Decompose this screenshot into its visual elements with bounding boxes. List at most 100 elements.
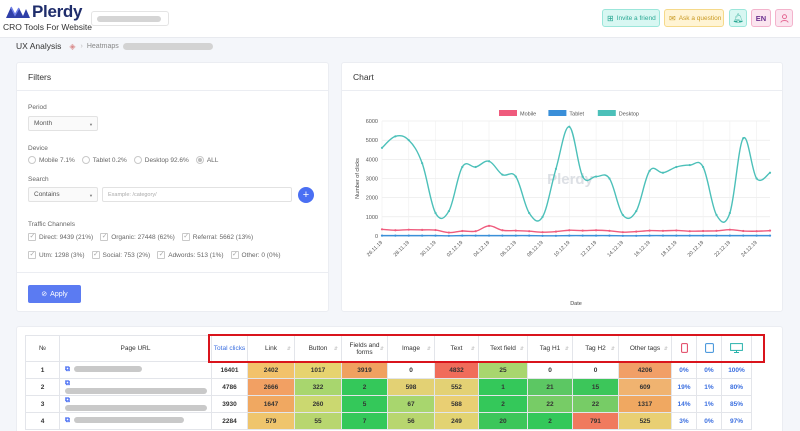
data-point-mobile[interactable] [501, 229, 504, 232]
data-point-tablet[interactable] [728, 234, 731, 237]
data-point-desktop[interactable] [394, 135, 397, 138]
invite-friend-button[interactable]: ⊞ Invite a friend [602, 9, 660, 27]
page-url-blurred[interactable] [74, 417, 184, 424]
checkbox-adwords[interactable] [157, 250, 166, 259]
search-input[interactable]: Example: /category/ [102, 187, 292, 202]
radio-mobile[interactable] [28, 156, 36, 164]
col-fields-header[interactable]: Fields and forms ⇵ [341, 335, 388, 362]
col-total-clicks-header[interactable]: Total clicks ↓ [211, 335, 248, 362]
data-point-tablet[interactable] [715, 234, 718, 237]
legend-label-mobile[interactable]: Mobile [520, 112, 536, 118]
data-point-mobile[interactable] [755, 230, 758, 233]
checkbox-utm[interactable] [28, 250, 36, 259]
data-point-desktop[interactable] [447, 209, 450, 213]
table-row[interactable]: 3 ⧉ 3930 1647 260 5 67 588 2 22 22 1317 14% 1% 85% [25, 395, 752, 413]
data-point-tablet[interactable] [702, 234, 705, 237]
col-button-header[interactable]: Button ⇵ [294, 335, 342, 362]
data-point-tablet[interactable] [768, 234, 772, 237]
data-point-tablet[interactable] [621, 234, 624, 237]
sort-icon[interactable]: ⇵ [426, 346, 431, 352]
col-tag-h1-header[interactable]: Tag H1 ⇵ [527, 335, 573, 362]
search-mode-select[interactable]: Contains ▼ [28, 187, 98, 202]
device-option-mobile[interactable]: Mobile 7.1% [28, 156, 75, 164]
device-option-tablet[interactable]: Tablet 0.2% [81, 156, 127, 164]
col-text-header[interactable]: Text ⇵ [434, 335, 479, 362]
data-point-mobile[interactable] [407, 228, 410, 231]
data-point-desktop[interactable] [608, 177, 611, 180]
data-point-mobile[interactable] [728, 228, 731, 231]
checkbox-social[interactable] [91, 250, 100, 259]
data-point-mobile[interactable] [528, 230, 531, 233]
sort-icon[interactable]: ⇵ [286, 346, 291, 352]
data-point-desktop[interactable] [621, 213, 624, 217]
device-option-desktop[interactable]: Desktop 92.6% [133, 156, 189, 164]
external-link-icon[interactable]: ⧉ [65, 379, 70, 387]
sort-icon[interactable]: ⇵ [564, 346, 569, 352]
data-point-mobile[interactable] [675, 229, 678, 232]
ask-question-button[interactable]: ✉ Ask a question [664, 9, 724, 27]
add-search-button[interactable]: + [298, 187, 314, 203]
external-link-icon[interactable]: ⧉ [65, 366, 70, 373]
channel-referral[interactable]: Referral: 5662 (13%) [181, 232, 253, 241]
device-option-all[interactable]: ALL [195, 156, 218, 164]
channel-adwords[interactable]: Adwords: 513 (1%) [157, 250, 224, 259]
data-point-desktop[interactable] [461, 165, 464, 169]
data-point-tablet[interactable] [487, 234, 491, 237]
data-point-mobile[interactable] [688, 230, 691, 233]
data-point-tablet[interactable] [394, 234, 397, 237]
table-row[interactable]: 2 ⧉ 4786 2666 322 2 598 552 1 21 15 609 19% 1% 80% [25, 378, 752, 396]
data-point-desktop[interactable] [541, 215, 544, 218]
checkbox-referral[interactable] [181, 232, 190, 241]
data-point-mobile[interactable] [554, 230, 558, 233]
sort-icon[interactable]: ⇵ [519, 346, 524, 352]
legend-label-tablet[interactable]: Tablet [569, 112, 584, 118]
data-point-tablet[interactable] [447, 234, 450, 237]
data-point-mobile[interactable] [434, 228, 437, 232]
sort-icon[interactable]: ⇵ [663, 346, 668, 352]
data-point-tablet[interactable] [407, 234, 410, 237]
data-point-tablet[interactable] [568, 234, 571, 237]
data-point-desktop[interactable] [514, 175, 517, 178]
data-point-tablet[interactable] [675, 234, 678, 237]
data-point-desktop[interactable] [581, 175, 584, 178]
data-point-tablet[interactable] [380, 234, 384, 237]
data-point-mobile[interactable] [487, 224, 491, 227]
data-point-tablet[interactable] [434, 234, 437, 237]
language-button[interactable]: EN [751, 9, 771, 27]
data-point-tablet[interactable] [554, 234, 558, 237]
data-point-tablet[interactable] [688, 234, 691, 237]
data-point-mobile[interactable] [742, 229, 745, 233]
col-image-header[interactable]: Image ⇵ [387, 335, 435, 362]
data-point-desktop[interactable] [702, 165, 705, 169]
sort-icon[interactable]: ⇵ [379, 346, 384, 352]
apply-button[interactable]: ⊘ Apply [28, 285, 81, 303]
data-point-desktop[interactable] [675, 165, 678, 169]
data-point-mobile[interactable] [768, 229, 772, 232]
data-point-desktop[interactable] [661, 171, 665, 174]
data-point-tablet[interactable] [514, 234, 517, 237]
data-point-tablet[interactable] [461, 234, 464, 237]
data-point-desktop[interactable] [688, 163, 691, 167]
data-point-mobile[interactable] [380, 228, 384, 231]
data-point-mobile[interactable] [621, 231, 624, 234]
data-point-tablet[interactable] [421, 234, 424, 237]
data-point-mobile[interactable] [581, 229, 584, 232]
radio-all[interactable] [195, 156, 204, 164]
radio-desktop[interactable] [133, 156, 142, 164]
data-point-desktop[interactable] [768, 171, 772, 174]
data-point-desktop[interactable] [554, 167, 558, 171]
data-point-tablet[interactable] [648, 234, 651, 237]
notifications-button[interactable]: 🔔︎ [729, 9, 747, 27]
data-point-desktop[interactable] [755, 177, 758, 180]
page-url-blurred[interactable] [65, 404, 207, 411]
col-text-field-header[interactable]: Text field ⇵ [478, 335, 528, 362]
data-point-mobile[interactable] [461, 229, 464, 233]
data-point-tablet[interactable] [474, 234, 477, 237]
data-point-desktop[interactable] [728, 211, 731, 215]
page-url-blurred[interactable] [74, 366, 142, 373]
data-point-desktop[interactable] [380, 146, 384, 149]
data-point-mobile[interactable] [421, 228, 424, 231]
data-point-desktop[interactable] [528, 211, 531, 215]
page-url-blurred[interactable] [65, 387, 207, 394]
col-link-header[interactable]: Link ⇵ [247, 335, 295, 362]
